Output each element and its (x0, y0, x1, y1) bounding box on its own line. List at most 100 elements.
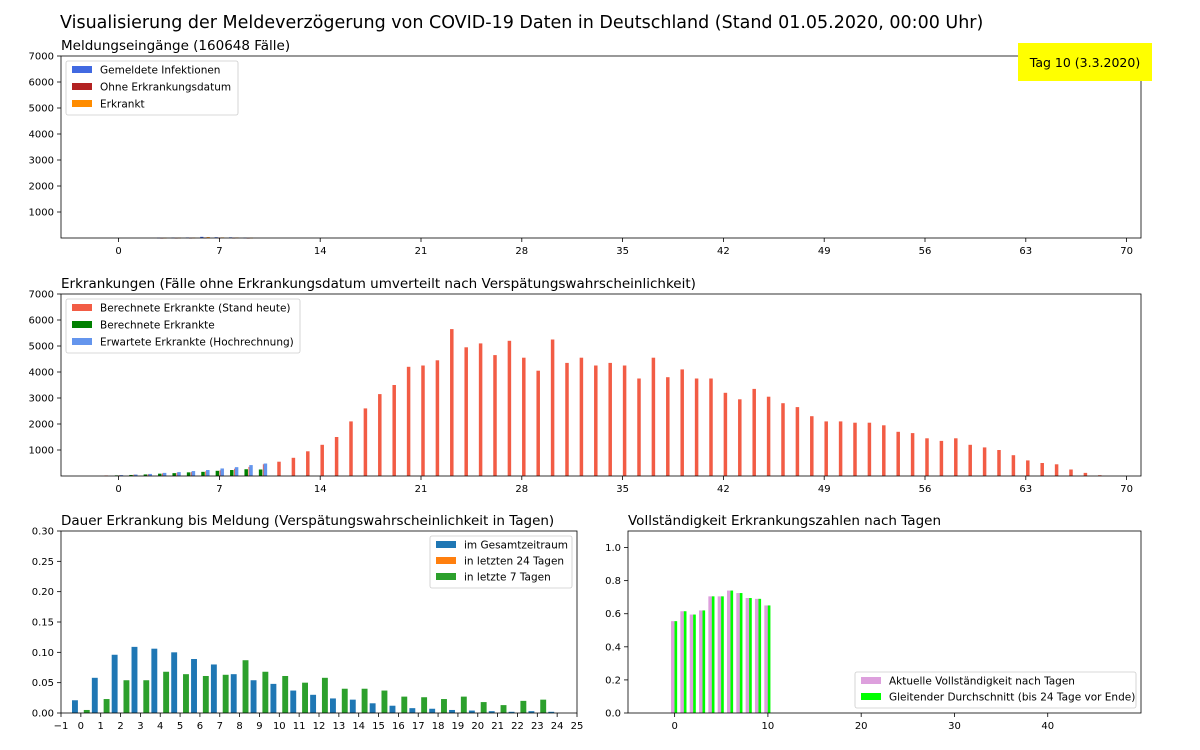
y-tick-label: 0.2 (605, 675, 621, 686)
legend-swatch (72, 304, 92, 311)
x-tick-label: 3 (137, 721, 143, 732)
y-tick-label: 4000 (29, 130, 54, 141)
x-tick-label: 21 (491, 721, 504, 732)
bar (369, 703, 376, 713)
bar (708, 596, 714, 713)
x-tick-label: 40 (1041, 721, 1054, 732)
legend-swatch (436, 541, 456, 548)
bar (680, 611, 686, 713)
vollstaendigkeit-panel: Vollständigkeit Erkrankungszahlen nach T… (605, 513, 1142, 732)
x-tick-label: 7 (217, 721, 223, 732)
x-tick-label: 5 (177, 721, 183, 732)
x-tick-label: 25 (571, 721, 584, 732)
bar (745, 598, 751, 713)
bar (711, 596, 715, 713)
x-tick-label: 42 (717, 484, 730, 495)
bar (320, 444, 324, 476)
bar (468, 710, 475, 713)
bar (151, 648, 158, 713)
bar (795, 407, 800, 476)
bar (258, 469, 263, 476)
bar (968, 444, 972, 476)
bar (810, 416, 814, 476)
y-tick-label: 0.30 (32, 527, 54, 538)
bar (671, 621, 676, 713)
bar (222, 674, 229, 713)
y-tick-label: 0.4 (605, 642, 621, 653)
bar (162, 472, 167, 476)
bar (939, 440, 944, 476)
bar (508, 711, 515, 713)
legend-swatch (72, 338, 92, 345)
x-tick-label: 23 (531, 721, 544, 732)
bar (460, 696, 467, 713)
y-tick-label: 0.00 (32, 709, 54, 720)
dauer-panel: Dauer Erkrankung bis Meldung (Verspätung… (32, 513, 584, 732)
bar (381, 690, 388, 713)
bar (341, 688, 348, 713)
x-tick-label: 35 (616, 246, 629, 257)
x-tick-label: 0 (78, 721, 84, 732)
y-tick-label: 0.10 (32, 648, 54, 659)
bar (480, 702, 487, 713)
legend-label: Erwartete Erkrankte (Hochrechnung) (100, 337, 294, 349)
bar (723, 392, 728, 476)
x-tick-label: 19 (452, 721, 465, 732)
legend-label: im Gesamtzeitraum (464, 540, 568, 552)
x-tick-label: 8 (236, 721, 242, 732)
bar (177, 472, 181, 476)
x-tick-label: 15 (372, 721, 385, 732)
x-tick-label: 30 (948, 721, 961, 732)
legend-swatch (436, 573, 456, 580)
x-tick-label: 6 (197, 721, 203, 732)
bar (163, 671, 170, 713)
plot-frame (60, 55, 1142, 239)
y-tick-label: 5000 (29, 342, 54, 353)
x-tick-label: 9 (256, 721, 262, 732)
bar (739, 593, 743, 713)
bar (129, 474, 133, 476)
bar (158, 473, 162, 476)
bar (1026, 460, 1030, 476)
x-tick-label: 13 (332, 721, 345, 732)
y-tick-label: 0.15 (32, 618, 54, 629)
y-tick-label: 5000 (29, 104, 54, 115)
legend-label: Gleitender Durchschnitt (bis 24 Tage vor… (889, 692, 1135, 704)
bar (1083, 472, 1088, 476)
bar (242, 660, 249, 713)
bar (183, 674, 189, 713)
y-tick-label: 2000 (29, 182, 54, 193)
legend-label: Erkrankt (100, 99, 145, 111)
bar (131, 646, 138, 713)
bar (202, 675, 209, 713)
bar (594, 365, 598, 476)
panel-title: Erkrankungen (Fälle ohne Erkrankungsdatu… (61, 276, 696, 292)
bar (758, 598, 762, 713)
bar (290, 690, 297, 713)
bar (330, 698, 336, 713)
bar (361, 688, 368, 713)
bar (230, 674, 237, 713)
legend-label: Aktuelle Vollständigkeit nach Tagen (889, 676, 1075, 688)
bar (702, 610, 706, 713)
y-tick-label: 3000 (29, 156, 54, 167)
bar (478, 343, 483, 476)
bar (1069, 469, 1073, 476)
bar (767, 605, 771, 713)
day-badge-box (1018, 43, 1152, 81)
bar (210, 664, 217, 713)
bar (171, 652, 178, 713)
bar (781, 403, 785, 476)
x-tick-label: 56 (919, 484, 932, 495)
x-tick-label: 14 (314, 484, 327, 495)
bar (1040, 463, 1044, 476)
bar (1011, 455, 1016, 476)
figure-title: Visualisierung der Meldeverzögerung von … (60, 13, 983, 33)
y-tick-label: 4000 (29, 368, 54, 379)
bar (674, 621, 678, 713)
bar (925, 438, 929, 476)
y-tick-label: 0.8 (605, 576, 621, 587)
bar (429, 708, 436, 713)
bar (565, 362, 569, 476)
bar (749, 598, 752, 713)
